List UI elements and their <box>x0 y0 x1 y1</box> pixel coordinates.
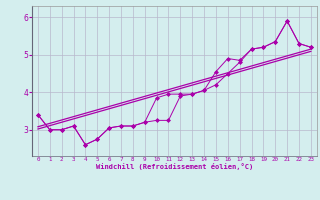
X-axis label: Windchill (Refroidissement éolien,°C): Windchill (Refroidissement éolien,°C) <box>96 163 253 170</box>
